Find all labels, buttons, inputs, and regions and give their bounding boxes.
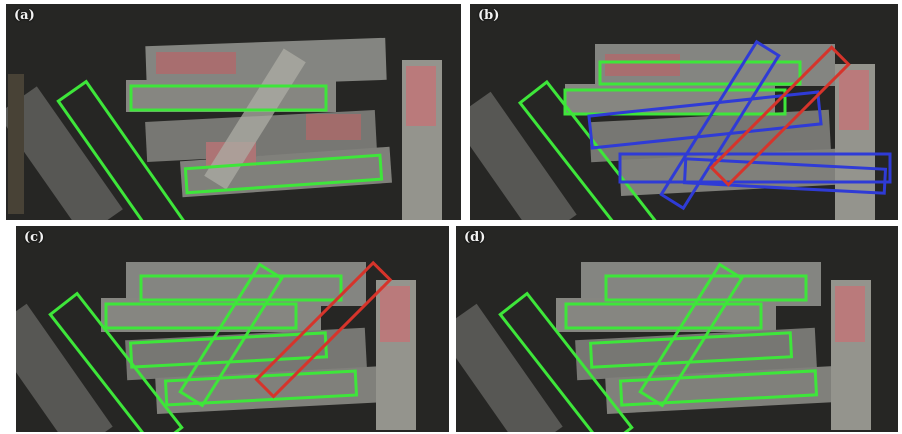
bbox-green	[129, 84, 328, 112]
bbox-blue	[682, 157, 888, 195]
bbox-green	[588, 331, 794, 369]
bbox-green	[564, 302, 763, 330]
bbox-green	[498, 291, 634, 432]
panel-d-image	[456, 226, 898, 432]
bbox-green	[598, 60, 802, 86]
bbox-blue	[587, 90, 823, 150]
bbox-red	[709, 45, 851, 187]
panel-b-image	[470, 4, 898, 220]
panel-label: (b)	[478, 8, 500, 23]
panel-c: (c)	[16, 226, 449, 432]
detection-boxes	[56, 79, 384, 220]
detection-boxes	[498, 262, 819, 432]
bbox-green	[178, 262, 284, 408]
panel-label: (a)	[14, 8, 35, 23]
detection-boxes	[517, 39, 892, 220]
bbox-green	[104, 302, 298, 330]
panel-d: (d)	[456, 226, 898, 432]
detection-boxes	[48, 260, 393, 432]
bbox-green	[517, 79, 657, 220]
bbox-red	[254, 260, 393, 399]
bbox-blue	[618, 152, 892, 184]
panel-c-image	[16, 226, 449, 432]
bbox-green	[183, 153, 384, 195]
bbox-green	[48, 291, 184, 432]
bbox-green	[563, 88, 787, 116]
panel-b: (b)	[470, 4, 898, 220]
panel-a: (a)	[6, 4, 461, 220]
panel-label: (c)	[24, 230, 45, 245]
bbox-green	[56, 79, 186, 220]
bbox-green	[604, 274, 808, 302]
bbox-blue	[659, 39, 781, 211]
object-stack	[6, 37, 442, 220]
bbox-green	[618, 369, 819, 407]
panel-label: (d)	[464, 230, 486, 245]
bbox-green	[139, 274, 343, 302]
panel-a-image	[6, 4, 461, 220]
bbox-green	[638, 262, 744, 408]
